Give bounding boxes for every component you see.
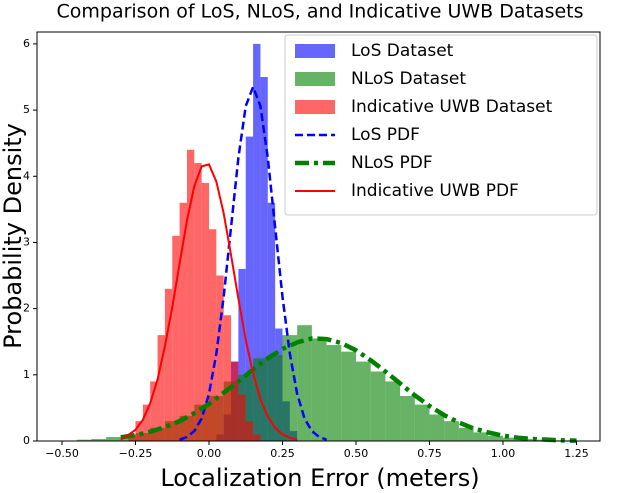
y-tick-label: 4: [23, 169, 30, 182]
x-tick-label: 0.75: [417, 447, 442, 460]
histogram-bar: [385, 381, 401, 441]
x-tick-label: 0.25: [270, 447, 295, 460]
histogram-bar: [106, 437, 121, 441]
histogram-bar: [164, 288, 173, 441]
pdf-line: [120, 163, 298, 441]
histogram-bar: [532, 439, 548, 441]
y-tick-label: 2: [23, 302, 30, 315]
histogram-bar: [341, 351, 356, 441]
y-tick-label: 1: [23, 368, 30, 381]
histogram-bar: [370, 371, 386, 441]
x-tick-label: 0.50: [344, 447, 369, 460]
histogram-bar: [238, 394, 246, 441]
legend-swatch: [295, 44, 335, 58]
histogram-bar: [172, 235, 180, 441]
plot-frame: [36, 31, 601, 442]
pdf-line: [120, 336, 577, 443]
histogram-bar: [142, 404, 151, 441]
histogram-bar: [91, 439, 107, 441]
legend-label: LoS Dataset: [351, 41, 454, 61]
legend-label: NLoS Dataset: [351, 69, 466, 89]
histogram-bar: [311, 338, 327, 441]
histogram-bar: [267, 354, 283, 441]
legend-label: LoS PDF: [351, 125, 420, 145]
histogram-bar: [245, 136, 254, 441]
histogram-bar: [253, 43, 261, 441]
y-tick-label: 0: [23, 434, 30, 447]
legend-label: Indicative UWB PDF: [351, 181, 519, 201]
histogram-bar: [223, 315, 232, 441]
histogram-bar: [231, 361, 239, 441]
histogram-bar: [458, 427, 474, 441]
legend-box: [284, 34, 598, 216]
y-tick-label: 5: [23, 103, 30, 116]
x-tick-label: 1.00: [491, 447, 516, 460]
x-tick-label: 1.25: [564, 447, 589, 460]
histogram-bar: [201, 182, 209, 442]
histogram-bar: [414, 404, 430, 441]
y-tick-label: 6: [23, 37, 30, 50]
y-tick-label: 3: [23, 235, 30, 248]
histogram-bar: [473, 432, 489, 441]
x-tick-label: −0.25: [119, 447, 153, 460]
histogram-bar: [326, 345, 342, 441]
histogram-bar: [157, 335, 165, 441]
histogram-bar: [400, 395, 415, 441]
x-tick-label: −0.50: [45, 447, 79, 460]
y-axis-label: Probability Density: [0, 123, 27, 349]
histogram-bar: [245, 421, 254, 441]
histogram-bar: [179, 202, 187, 441]
legend-swatch: [295, 100, 335, 114]
histogram-bar: [282, 335, 298, 441]
histogram-bar: [260, 77, 268, 441]
histogram-bar: [194, 163, 202, 442]
legend-label: NLoS PDF: [351, 153, 433, 173]
histogram-bar: [150, 381, 158, 441]
histogram-bar: [216, 275, 224, 441]
histogram-bar: [488, 435, 503, 441]
histogram-bar: [355, 361, 371, 441]
pdf-line: [179, 83, 328, 441]
x-tick-label: 0.00: [197, 447, 222, 460]
histogram-bar: [135, 421, 143, 441]
x-axis-label: Localization Error (meters): [160, 464, 479, 492]
histogram-bar: [76, 439, 92, 441]
histogram-bar: [444, 421, 459, 441]
histogram-bar: [502, 437, 518, 441]
histogram-bar: [297, 325, 312, 441]
chart-title: Comparison of LoS, NLoS, and Indicative …: [56, 1, 583, 23]
histogram-bar: [429, 414, 445, 441]
histogram-bar: [208, 229, 217, 441]
legend-swatch: [295, 72, 335, 86]
histogram-bar: [186, 149, 195, 441]
histogram-bar: [253, 434, 261, 441]
histogram-bar: [238, 268, 246, 441]
legend-label: Indicative UWB Dataset: [351, 97, 553, 117]
histogram-bar: [267, 202, 276, 441]
